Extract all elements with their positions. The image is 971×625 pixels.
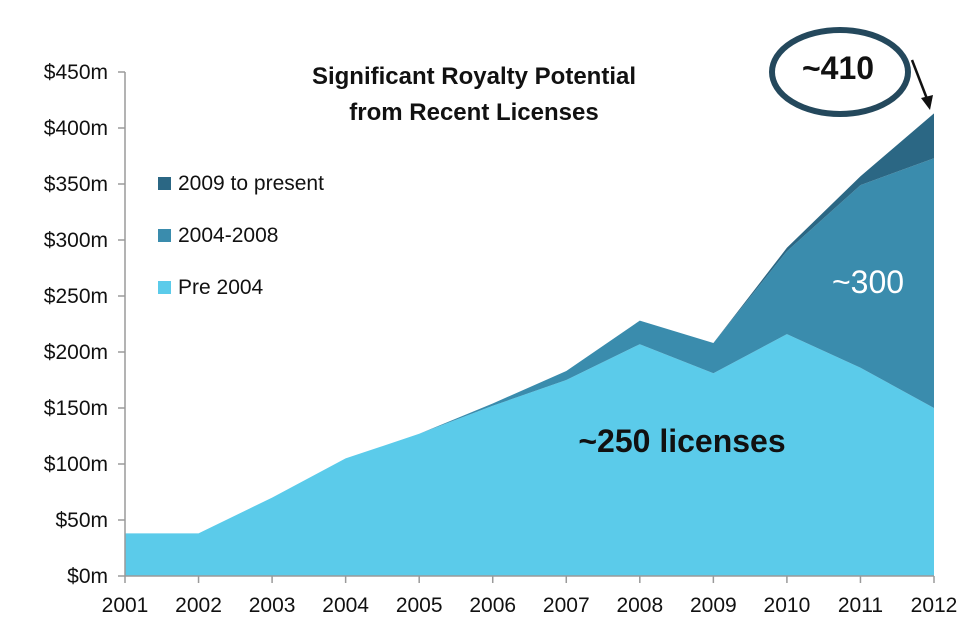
annotation-total: ~410 xyxy=(802,50,874,86)
x-tick-label: 2008 xyxy=(616,594,663,617)
x-tick-label: 2012 xyxy=(911,594,958,617)
legend-label: 2004-2008 xyxy=(178,224,278,247)
series-areas xyxy=(125,113,934,576)
y-tick-label: $350m xyxy=(44,173,108,196)
y-tick-label: $0m xyxy=(67,565,108,588)
y-tick-label: $100m xyxy=(44,453,108,476)
y-tick-label: $300m xyxy=(44,229,108,252)
legend-swatch xyxy=(158,229,171,242)
annotation-arrow xyxy=(910,59,931,105)
annotation-bottom: ~250 licenses xyxy=(578,423,785,459)
x-tick-label: 2010 xyxy=(764,594,811,617)
y-tick-label: $50m xyxy=(55,509,108,532)
tick-labels: $0m $50m $100m $150m $200m $250m $300m $350m $40… xyxy=(44,61,958,617)
x-tick-label: 2007 xyxy=(543,594,590,617)
legend-label: 2009 to present xyxy=(178,172,324,195)
series-area-1 xyxy=(125,158,934,534)
annotation-arrowhead xyxy=(921,95,933,110)
annotations: ~410 ~300 ~250 licenses xyxy=(578,27,933,459)
y-tick-label: $400m xyxy=(44,117,108,140)
x-tick-label: 2009 xyxy=(690,594,737,617)
legend: 2009 to present 2004-2008 Pre 2004 xyxy=(158,172,324,299)
legend-label: Pre 2004 xyxy=(178,276,264,299)
axes xyxy=(118,71,935,583)
x-tick-label: 2001 xyxy=(102,594,149,617)
legend-swatch xyxy=(158,177,171,190)
highlight-circle xyxy=(769,27,911,117)
x-tick-label: 2004 xyxy=(322,594,369,617)
x-tick-label: 2011 xyxy=(838,594,883,617)
y-tick-label: $200m xyxy=(44,341,108,364)
x-tick-label: 2005 xyxy=(396,594,443,617)
y-tick-label: $450m xyxy=(44,61,108,84)
legend-swatch xyxy=(158,281,171,294)
series-area-0 xyxy=(125,334,934,576)
chart-title-line-1: Significant Royalty Potential xyxy=(312,63,636,90)
x-tick-label: 2002 xyxy=(175,594,222,617)
x-tick-label: 2003 xyxy=(249,594,296,617)
annotation-mid: ~300 xyxy=(832,264,904,300)
y-tick-label: $250m xyxy=(44,285,108,308)
x-tick-label: 2006 xyxy=(469,594,516,617)
chart-title-line-2: from Recent Licenses xyxy=(349,99,598,126)
y-tick-label: $150m xyxy=(44,397,108,420)
